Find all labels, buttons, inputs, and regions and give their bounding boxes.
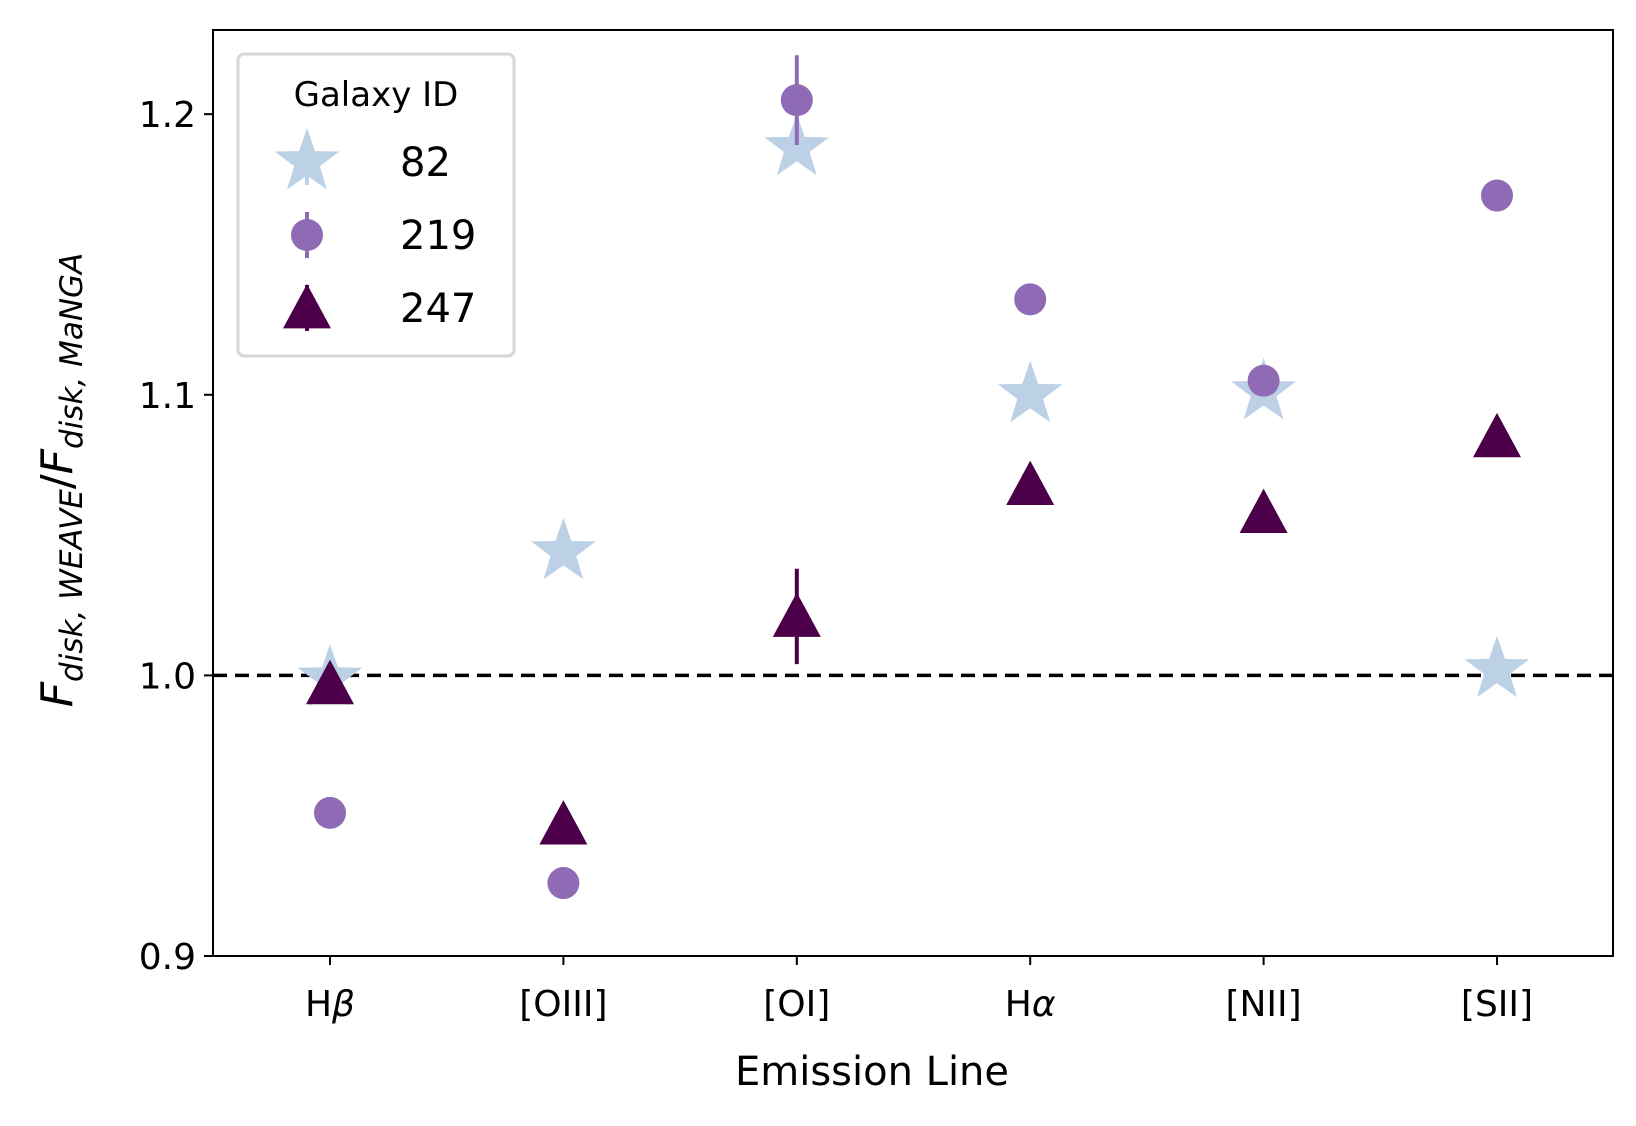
x-tick-label-greek: α <box>1032 984 1056 1025</box>
data-point-circle <box>780 84 813 117</box>
y-axis-label-main-2: F <box>32 448 83 474</box>
plot-frame <box>212 29 1614 957</box>
data-point-circle <box>314 796 346 829</box>
data-point-triangle <box>1006 460 1055 505</box>
data-point-star <box>997 360 1063 423</box>
y-axis-label-slash: / <box>32 474 83 489</box>
x-tick-label-base: [OIII] <box>519 984 607 1025</box>
x-tick-label-greek: β <box>331 984 355 1025</box>
x-tick-label: [SII] <box>1461 984 1533 1025</box>
data-point-star <box>1464 635 1530 698</box>
y-axis-label-main-1: F <box>32 681 83 707</box>
x-tick-label: [OIII] <box>519 984 607 1025</box>
x-tick-label: Hβ <box>305 984 355 1025</box>
data-point-circle <box>1481 179 1513 212</box>
legend-entry-82: 82 <box>274 128 451 190</box>
legend-marker-circle <box>291 219 323 251</box>
legend-title: Galaxy ID <box>294 75 459 115</box>
legend-label: 82 <box>400 140 451 186</box>
data-point-circle <box>1247 364 1280 397</box>
legend: Galaxy ID 82 219 247 <box>236 52 516 358</box>
legend-entries: 82 219 247 <box>274 128 476 332</box>
y-tick-label: 1.2 <box>139 95 196 136</box>
x-tick-label: [OI] <box>763 984 830 1025</box>
y-tick-label: 1.0 <box>139 656 196 697</box>
y-tick-label: 1.1 <box>139 376 196 417</box>
legend-label: 219 <box>400 213 476 259</box>
data-point-triangle <box>306 659 354 705</box>
series-247 <box>306 412 1521 845</box>
y-axis-label: Fdisk, WEAVE/Fdisk, MaNGA <box>32 253 90 708</box>
data-point-triangle <box>539 800 588 845</box>
y-axis-label-sub-2: disk, MaNGA <box>54 253 90 449</box>
legend-entry-247: 247 <box>283 284 476 332</box>
data-point-circle <box>547 867 580 900</box>
series-219 <box>314 55 1513 900</box>
x-tick-label-base: [SII] <box>1461 984 1533 1025</box>
legend-marker-star <box>274 128 340 190</box>
legend-marker-triangle <box>283 284 331 329</box>
x-tick-label-base: H <box>1005 984 1032 1025</box>
x-tick-label-base: [NII] <box>1225 984 1301 1025</box>
data-point-circle <box>1014 283 1047 316</box>
y-tick-label: 0.9 <box>139 937 196 978</box>
x-axis-label: Emission Line <box>735 1049 1009 1095</box>
data-point-star <box>531 517 596 580</box>
x-tick-label: [NII] <box>1225 984 1301 1025</box>
data-point-triangle <box>772 592 821 637</box>
y-axis-label-sub-1: disk, WEAVE <box>54 489 90 682</box>
data-point-triangle <box>1473 412 1521 458</box>
data-point-triangle <box>1239 488 1288 534</box>
x-tick-label: Hα <box>1005 984 1056 1025</box>
x-tick-label-base: [OI] <box>763 984 830 1025</box>
plot-area: 0.9 1.0 1.1 1.2 Hβ [OIII] [OI] Hα [NII] [SII] <box>139 29 1614 1025</box>
legend-label: 247 <box>400 286 476 332</box>
legend-entry-219: 219 <box>291 212 476 259</box>
x-tick-label-base: H <box>305 984 332 1025</box>
